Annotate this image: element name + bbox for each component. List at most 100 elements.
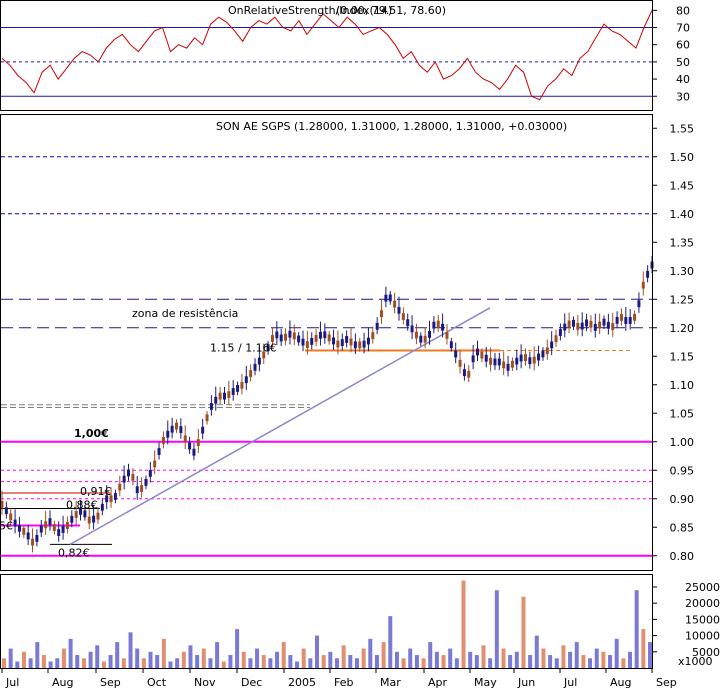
price-tick-label-1.15: 1.15	[670, 350, 695, 363]
volume-tick-label-25000: 25000	[685, 581, 720, 594]
volume-bar	[68, 638, 73, 668]
price-bar-body	[266, 344, 270, 352]
price-tick-label-1.25: 1.25	[670, 293, 695, 306]
price-bar-body	[593, 323, 597, 331]
price-bar-body	[314, 334, 318, 342]
price-bar-body	[454, 350, 458, 358]
price-bar-body	[519, 354, 523, 362]
price-bar-body	[611, 323, 615, 330]
rsi-tick-label-50: 50	[676, 56, 690, 69]
volume-bar	[295, 661, 300, 668]
volume-bar	[228, 655, 233, 668]
price-bar-body	[545, 347, 549, 355]
volume-bar	[414, 655, 419, 668]
price-title: SON AE SGPS (1.28000, 1.31000, 1.28000, …	[216, 120, 567, 133]
volume-bar	[195, 655, 200, 668]
price-bar-body	[449, 341, 453, 349]
volume-bar	[568, 651, 573, 668]
price-bar-body	[257, 357, 261, 365]
volume-bar	[341, 645, 346, 668]
price-bar-body	[646, 270, 650, 278]
volume-bar	[501, 648, 506, 668]
volume-bar	[554, 658, 559, 668]
price-bar-body	[170, 425, 174, 433]
volume-bar	[301, 648, 306, 668]
price-bar-body	[96, 512, 100, 520]
volume-bar	[101, 661, 106, 668]
volume-bar	[275, 651, 280, 668]
price-bar-body	[214, 396, 218, 404]
volume-bar	[308, 658, 313, 668]
price-bar-body	[323, 331, 327, 339]
price-bar-body	[410, 325, 414, 333]
price-bar-body	[554, 335, 558, 343]
price-bar-body	[414, 331, 418, 339]
price-bar-body	[0, 501, 4, 508]
volume-bar	[334, 658, 339, 668]
price-bar-body	[52, 524, 56, 531]
volume-bar	[454, 658, 459, 668]
price-bar-body	[70, 515, 74, 523]
price-bar-body	[484, 354, 488, 362]
volume-bar	[241, 651, 246, 668]
volume-bar	[548, 655, 553, 668]
volume-bar	[161, 638, 166, 668]
volume-bar	[514, 651, 519, 668]
price-bar-body	[57, 529, 61, 536]
volume-bar	[221, 661, 226, 668]
volume-bar	[614, 638, 619, 668]
volume-bar	[494, 590, 499, 668]
price-bar-body	[397, 306, 401, 314]
price-bar-body	[637, 300, 641, 308]
price-bar-body	[375, 322, 379, 330]
price-annotation-3: 0,91€	[80, 485, 112, 498]
price-bar-body	[92, 515, 96, 523]
price-bar-body	[332, 337, 336, 345]
volume-bar	[374, 655, 379, 668]
volume-bar	[634, 590, 639, 668]
price-bar-body	[393, 300, 397, 308]
price-bar-body	[563, 323, 567, 331]
price-bar-body	[48, 518, 52, 526]
price-bar-body	[26, 532, 30, 540]
price-bar-body	[144, 478, 148, 486]
volume-bar	[155, 655, 160, 668]
volume-bar	[421, 658, 426, 668]
rsi-value-label: (0.00, 79.51, 78.60)	[336, 4, 446, 17]
volume-bar	[21, 651, 26, 668]
volume-bar	[434, 651, 439, 668]
price-bar-body	[236, 385, 240, 392]
price-bar-body	[122, 475, 126, 483]
price-bar-body	[297, 335, 301, 343]
volume-bar	[108, 655, 113, 668]
price-bar-body	[345, 336, 349, 343]
price-bar-body	[571, 319, 575, 327]
price-annotation-1: 1.15 / 1.16€	[210, 342, 277, 355]
price-bar-body	[192, 448, 196, 456]
price-bar-body	[166, 430, 170, 438]
volume-bar	[361, 648, 366, 668]
price-bar-body	[288, 330, 292, 338]
volume-bar	[175, 658, 180, 668]
price-bar-body	[506, 363, 510, 371]
volume-bar	[428, 642, 433, 668]
volume-bar	[8, 648, 13, 668]
x-tick-label-3: Oct	[147, 676, 167, 689]
volume-bar	[188, 645, 193, 668]
price-bar-body	[262, 351, 266, 359]
price-tick-label-1.35: 1.35	[670, 236, 695, 249]
price-bar-body	[284, 333, 288, 341]
price-bar-body	[445, 332, 449, 339]
x-tick-label-4: Nov	[194, 676, 216, 689]
price-bar-body	[406, 319, 410, 327]
price-tick-label-1: 1.00	[670, 436, 695, 449]
price-bar-body	[380, 310, 384, 318]
rsi-title: OnRelativeStrength/Index(14)	[228, 4, 392, 17]
volume-bar	[28, 658, 33, 668]
price-bar-body	[253, 363, 257, 371]
price-bar-body	[480, 351, 484, 359]
volume-bar	[208, 658, 213, 668]
volume-bar	[2, 658, 6, 668]
volume-bar	[574, 642, 579, 668]
price-bar-body	[441, 323, 445, 331]
